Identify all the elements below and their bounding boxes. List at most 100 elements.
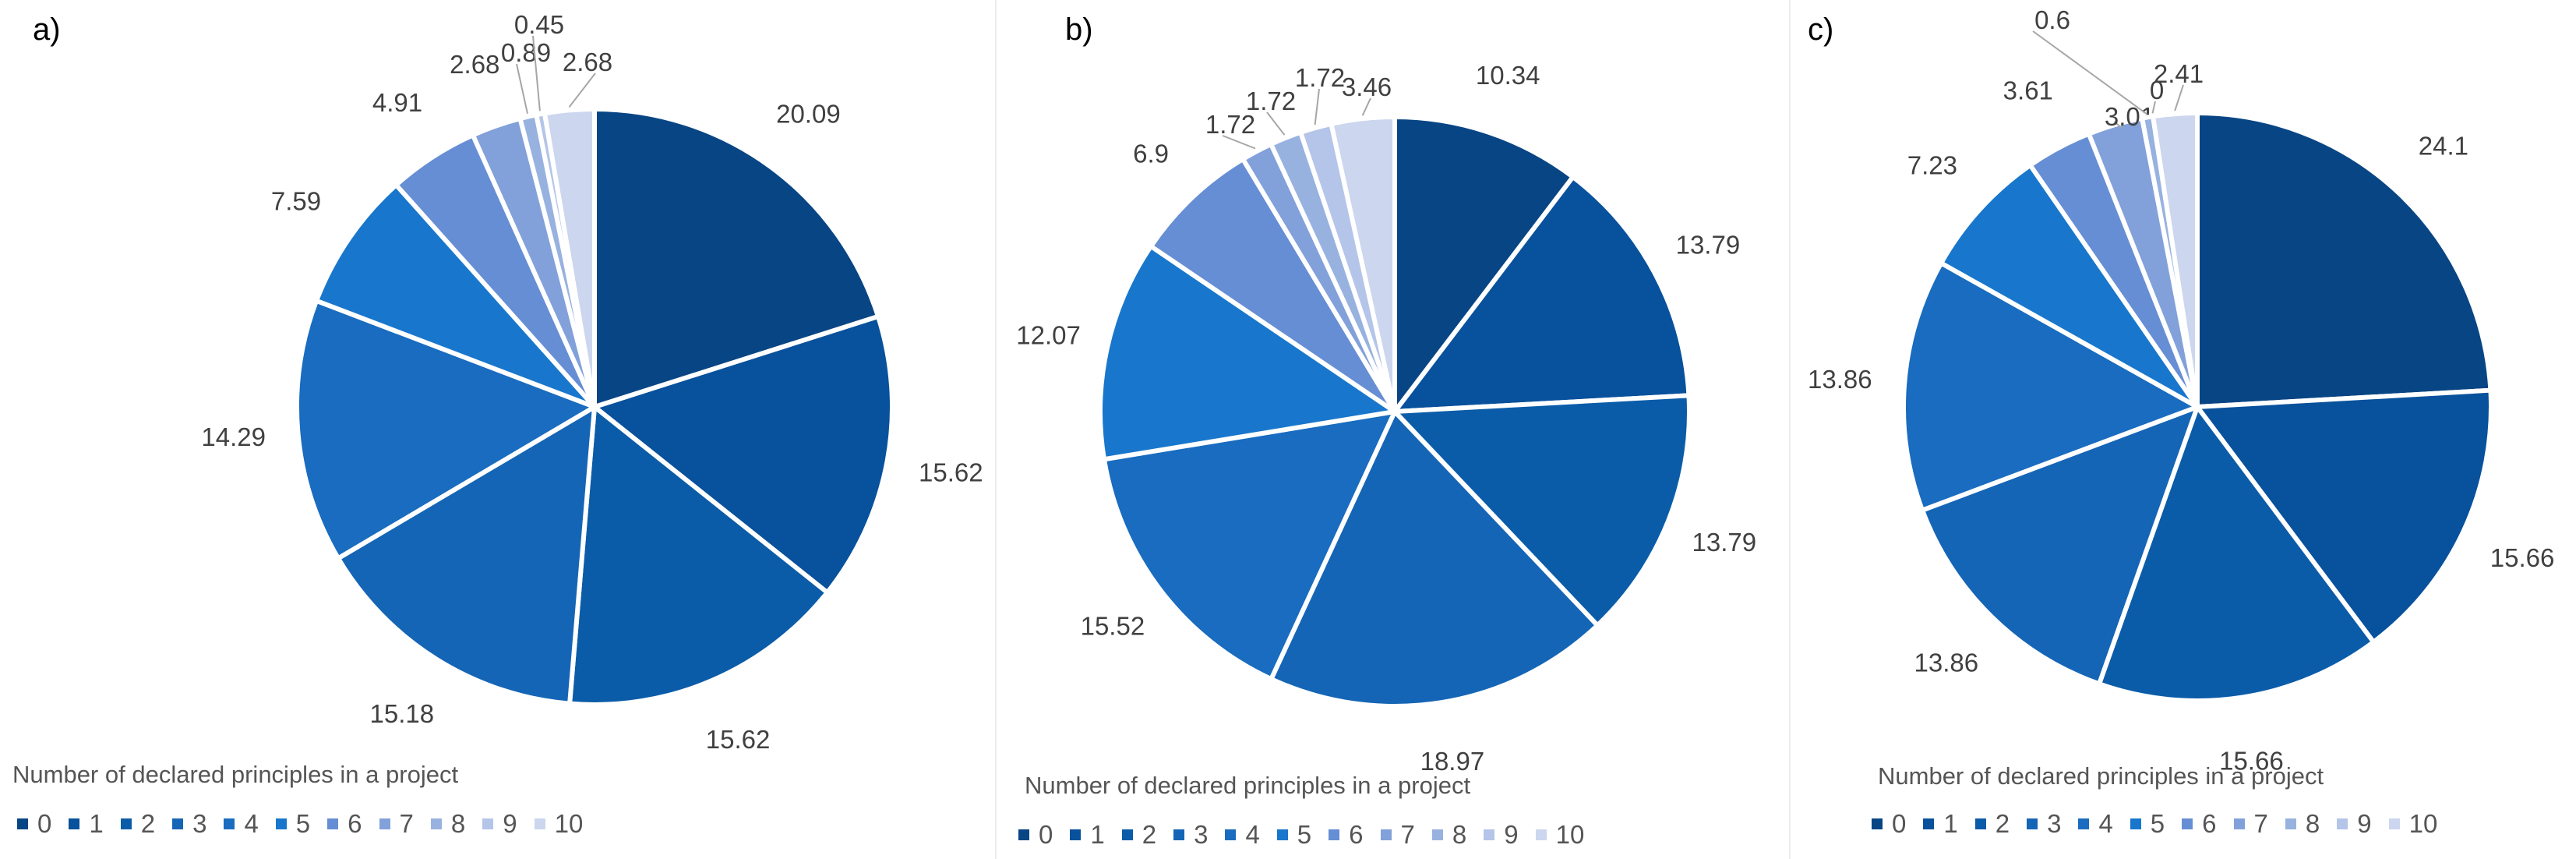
data-label: 1.72 xyxy=(1295,63,1345,92)
pie-chart-svg: 24.115.6615.6613.8613.867.233.613.010.60… xyxy=(1808,5,2554,776)
legend-title: Number of declared principles in a proje… xyxy=(1878,762,2324,790)
legend-swatch xyxy=(1872,818,1883,829)
legend-item-8: 8 xyxy=(2285,809,2320,839)
legend-item-3: 3 xyxy=(172,809,206,839)
legend-label: 8 xyxy=(450,809,466,838)
legend-item-6: 6 xyxy=(2182,809,2217,839)
data-label: 2.68 xyxy=(563,48,612,76)
pie-slice-0 xyxy=(1392,115,1576,414)
legend-label: 4 xyxy=(244,809,259,838)
legend-swatch xyxy=(1431,829,1443,840)
legend-label: 6 xyxy=(348,809,362,838)
pie-slice-5 xyxy=(1098,243,1397,462)
legend-label: 9 xyxy=(2357,809,2372,838)
legend-item-0: 0 xyxy=(1872,809,1906,839)
legend-item-10: 10 xyxy=(2388,809,2437,839)
leader-line xyxy=(1222,135,1256,150)
legend-swatch xyxy=(2233,818,2245,829)
legend-item-5: 5 xyxy=(1276,820,1311,850)
legend-swatch xyxy=(224,818,235,829)
legend-label: 7 xyxy=(1400,820,1415,849)
legend-item-10: 10 xyxy=(534,809,583,839)
legend-swatch xyxy=(1484,829,1495,840)
legend-label: 6 xyxy=(1349,820,1364,849)
legend-swatch xyxy=(1173,829,1185,840)
legend-label: 9 xyxy=(1504,820,1519,849)
pie-slice-1 xyxy=(592,314,895,596)
legend-swatch xyxy=(1018,829,1029,840)
legend-item-6: 6 xyxy=(1329,820,1364,850)
panel-label: a) xyxy=(33,12,61,47)
leader-line xyxy=(2113,121,2123,129)
legend-swatch xyxy=(2285,818,2296,829)
legend-item-10: 10 xyxy=(1535,820,1585,850)
pie-slice-1 xyxy=(2195,387,2493,645)
legend-swatch xyxy=(2027,818,2038,829)
data-label: 13.79 xyxy=(1692,528,1757,557)
data-label: 0.6 xyxy=(2034,5,2070,34)
panel-label: b) xyxy=(1065,12,1093,47)
pie-slice-3 xyxy=(1920,405,2200,687)
leader-line xyxy=(2174,84,2184,111)
legend-label: 1 xyxy=(1090,820,1105,849)
pie-slice-10 xyxy=(1329,115,1397,414)
legend-swatch xyxy=(275,818,287,829)
pie-slice-4 xyxy=(1101,409,1397,682)
pie-slice-0 xyxy=(2195,111,2493,409)
legend: 0 1 2 3 4 5 6 7 8 9 10 xyxy=(1018,820,1592,850)
pie-chart-svg: 10.3413.7913.7918.9715.5212.076.91.721.7… xyxy=(1016,61,1757,776)
legend-label: 4 xyxy=(1245,820,1260,849)
legend-label: 3 xyxy=(2047,809,2062,838)
data-label: 6.9 xyxy=(1133,140,1169,168)
legend-item-9: 9 xyxy=(482,809,517,839)
pie-slice-5 xyxy=(314,182,597,409)
legend-swatch xyxy=(17,818,28,829)
legend-label: 5 xyxy=(2150,809,2165,838)
leader-line xyxy=(516,63,528,114)
data-label: 0 xyxy=(2150,76,2164,104)
data-label: 3.61 xyxy=(2003,76,2053,105)
pie-slice-5 xyxy=(1939,162,2200,409)
legend-label: 2 xyxy=(140,809,156,838)
data-label: 13.86 xyxy=(1808,365,1872,394)
legend: 0 1 2 3 4 5 6 7 8 9 10 xyxy=(17,809,591,839)
legend-item-4: 4 xyxy=(224,809,259,839)
legend-label: 1 xyxy=(1943,809,1958,838)
legend-swatch xyxy=(1070,829,1082,840)
legend-label: 3 xyxy=(1194,820,1209,849)
legend-item-0: 0 xyxy=(17,809,51,839)
legend-item-4: 4 xyxy=(1225,820,1260,850)
legend-swatch xyxy=(327,818,339,829)
leader-line xyxy=(568,72,596,108)
legend-swatch xyxy=(120,818,132,829)
chart-panel-c: c) 24.1 15.66 15.66 13.86 13.86 7.23 3.61 3.01 0… xyxy=(1791,0,2576,859)
legend-label: 7 xyxy=(399,809,414,838)
legend-label: 2 xyxy=(1142,820,1157,849)
legend-label: 10 xyxy=(1555,820,1585,849)
legend-label: 4 xyxy=(2098,809,2113,838)
legend-item-4: 4 xyxy=(2078,809,2113,839)
legend-swatch xyxy=(69,818,80,829)
legend-swatch xyxy=(1121,829,1133,840)
data-label: 0.45 xyxy=(514,10,564,39)
data-label: 18.97 xyxy=(1420,747,1485,776)
legend-label: 2 xyxy=(1995,809,2010,838)
legend-swatch xyxy=(534,818,545,829)
legend-item-6: 6 xyxy=(327,809,362,839)
legend-item-5: 5 xyxy=(2130,809,2165,839)
legend-label: 3 xyxy=(192,809,207,838)
legend-label: 6 xyxy=(2202,809,2217,838)
data-label: 2.41 xyxy=(2154,59,2204,88)
legend-label: 1 xyxy=(89,809,104,838)
pie-slice-10 xyxy=(542,107,597,409)
data-label: 13.79 xyxy=(1676,231,1741,260)
legend-label: 9 xyxy=(503,809,517,838)
legend-title: Number of declared principles in a proje… xyxy=(12,761,459,788)
legend-swatch xyxy=(1923,818,1935,829)
legend-swatch xyxy=(379,818,390,829)
legend-item-5: 5 xyxy=(275,809,310,839)
legend-item-2: 2 xyxy=(1974,809,2010,839)
legend-item-7: 7 xyxy=(2233,809,2268,839)
legend-label: 7 xyxy=(2253,809,2268,838)
